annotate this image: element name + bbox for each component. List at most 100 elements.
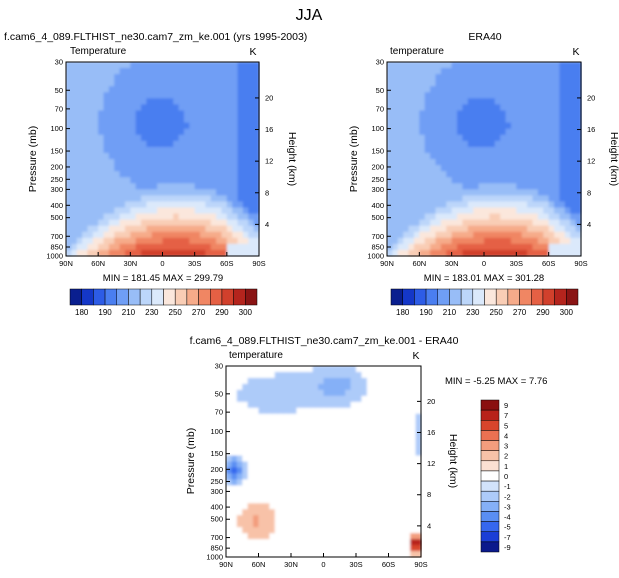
field-cell	[410, 509, 417, 516]
field-cell	[521, 140, 528, 148]
field-cell	[415, 467, 422, 475]
field-cell	[242, 92, 249, 99]
field-cell	[532, 213, 539, 221]
field-cell	[521, 177, 528, 184]
field-cell	[372, 383, 379, 391]
field-cell	[247, 473, 254, 481]
field-cell	[226, 467, 233, 475]
field-cell	[274, 431, 281, 439]
field-cell	[446, 159, 453, 166]
field-cell	[446, 195, 453, 203]
field-cell	[242, 165, 249, 172]
field-cell	[76, 207, 83, 215]
field-cell	[323, 527, 330, 534]
field-cell	[216, 195, 223, 203]
field-cell	[350, 551, 357, 558]
y-tick-label: 250	[50, 175, 63, 184]
field-cell	[258, 419, 265, 427]
field-cell	[285, 551, 292, 558]
field-cell	[318, 497, 325, 504]
field-cell	[301, 419, 308, 427]
field-cell	[296, 419, 303, 427]
field-cell	[124, 171, 131, 178]
field-cell	[178, 159, 185, 166]
field-cell	[258, 461, 265, 469]
field-cell	[397, 219, 404, 227]
field-cell	[226, 473, 233, 481]
field-cell	[236, 485, 243, 492]
field-cell	[92, 98, 99, 106]
field-cell	[489, 122, 496, 130]
field-cell	[399, 533, 406, 540]
field-cell	[242, 146, 249, 154]
field-cell	[413, 195, 420, 203]
field-cell	[237, 201, 244, 209]
field-cell	[274, 503, 281, 510]
field-cell	[383, 467, 390, 475]
field-cell	[410, 473, 417, 481]
field-cell	[157, 122, 164, 130]
field-cell	[231, 497, 238, 504]
field-cell	[403, 146, 410, 154]
field-cell	[253, 201, 260, 209]
field-cell	[226, 207, 233, 215]
field-cell	[388, 527, 395, 534]
field-cell	[392, 195, 399, 203]
field-cell	[274, 366, 281, 373]
field-cell	[404, 455, 411, 463]
field-cell	[383, 503, 390, 510]
field-cell	[248, 195, 255, 203]
field-cell	[505, 128, 512, 136]
field-cell	[361, 503, 368, 510]
field-cell	[559, 62, 566, 69]
field-cell	[366, 551, 373, 558]
field-cell	[210, 177, 217, 184]
field-cell	[87, 146, 94, 154]
field-cell	[141, 68, 148, 75]
field-cell	[237, 177, 244, 184]
field-cell	[92, 201, 99, 209]
field-cell	[280, 395, 287, 403]
y-tick-label: 700	[371, 232, 384, 241]
field-cell	[505, 152, 512, 160]
field-cell	[141, 231, 148, 239]
y-tick-label: 70	[215, 408, 223, 417]
colorbar-label: 2	[504, 452, 508, 461]
field-cell	[258, 503, 265, 510]
field-cell	[76, 92, 83, 99]
field-cell	[446, 122, 453, 130]
field-cell	[527, 146, 534, 154]
field-cell	[415, 449, 422, 457]
field-cell	[419, 116, 426, 124]
field-cell	[334, 545, 341, 552]
field-cell	[484, 98, 490, 106]
field-cell	[253, 425, 260, 433]
field-cell	[377, 413, 384, 421]
field-cell	[103, 134, 110, 142]
field-cell	[248, 140, 255, 148]
field-cell	[280, 389, 287, 397]
field-cell	[135, 243, 142, 251]
field-cell	[231, 407, 238, 415]
field-cell	[157, 213, 164, 221]
field-cell	[66, 116, 72, 124]
field-cell	[242, 545, 249, 552]
y-tick-label: 150	[210, 449, 223, 458]
field-cell	[543, 219, 550, 227]
field-cell	[253, 165, 260, 172]
field-cell	[548, 104, 555, 112]
field-cell	[366, 491, 373, 498]
field-cell	[467, 171, 474, 178]
field-cell	[489, 195, 496, 203]
field-cell	[356, 497, 363, 504]
colorbar-box	[402, 288, 415, 306]
field-cell	[399, 407, 406, 415]
field-cell	[258, 533, 265, 540]
field-cell	[66, 152, 72, 160]
field-cell	[532, 171, 539, 178]
field-cell	[489, 80, 496, 87]
field-cell	[413, 183, 420, 190]
field-cell	[200, 201, 206, 209]
field-cell	[71, 237, 78, 245]
y-tick-label: 400	[210, 503, 223, 512]
